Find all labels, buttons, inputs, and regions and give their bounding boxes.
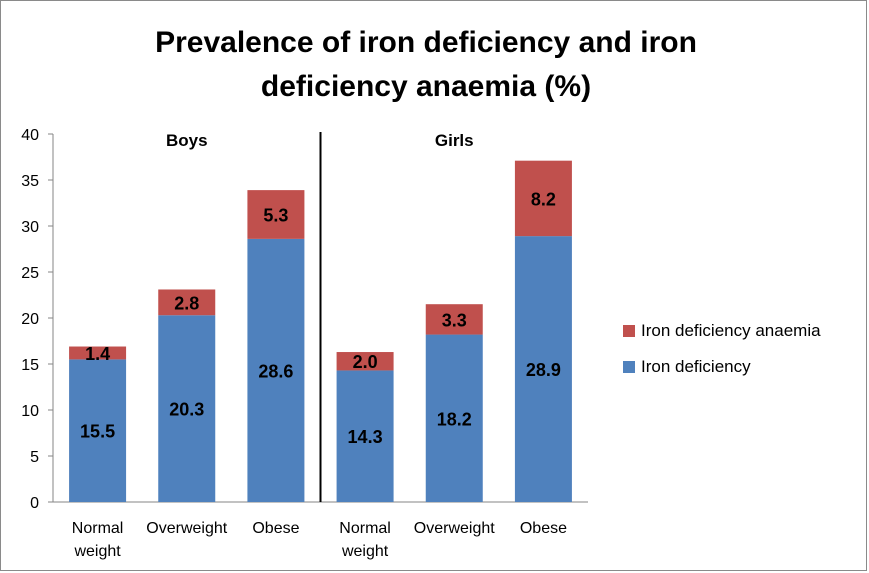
data-label: 8.2 — [531, 189, 556, 209]
legend-label-anaemia: Iron deficiency anaemia — [641, 321, 821, 340]
data-label: 2.8 — [174, 293, 199, 313]
data-label: 20.3 — [169, 400, 204, 420]
y-tick-label: 25 — [21, 265, 39, 282]
data-label: 28.9 — [526, 360, 561, 380]
y-tick-label: 40 — [21, 127, 39, 144]
data-label: 15.5 — [80, 422, 115, 442]
chart-title-line-2: deficiency anaemia (%) — [260, 70, 592, 103]
data-label: 28.6 — [258, 361, 293, 381]
x-category-label: Normal — [72, 520, 124, 537]
legend-swatch-anaemia — [623, 325, 635, 337]
bar-segment — [247, 238, 305, 502]
bar-segment — [336, 370, 394, 502]
bar-segment — [336, 352, 394, 371]
legend-label-deficiency: Iron deficiency — [641, 357, 751, 376]
data-label: 18.2 — [437, 409, 472, 429]
data-label: 5.3 — [263, 206, 288, 226]
bar-segment — [514, 160, 572, 237]
y-tick-label: 20 — [21, 311, 39, 328]
bar-segment — [158, 315, 216, 502]
y-tick-label: 35 — [21, 173, 39, 190]
legend-item-deficiency: Iron deficiency — [623, 349, 821, 385]
bar-segment — [425, 334, 483, 502]
bar-segment — [69, 359, 127, 502]
bar-segment — [158, 289, 216, 316]
bar-segment — [69, 346, 127, 360]
y-tick-label: 5 — [30, 449, 39, 466]
y-tick-label: 10 — [21, 403, 39, 420]
group-label: Girls — [435, 131, 474, 150]
x-category-label: Normal — [339, 520, 391, 537]
y-tick-label: 0 — [30, 495, 39, 512]
x-category-label: weight — [341, 543, 389, 560]
x-category-label: Obese — [520, 520, 567, 537]
x-category-label: Overweight — [414, 520, 495, 537]
legend: Iron deficiency anaemia Iron deficiency — [623, 313, 821, 385]
x-category-label: Obese — [252, 520, 299, 537]
x-category-label: weight — [73, 543, 121, 560]
bar-segment — [514, 236, 572, 502]
y-tick-label: 15 — [21, 357, 39, 374]
data-label: 1.4 — [85, 344, 110, 364]
legend-item-anaemia: Iron deficiency anaemia — [623, 313, 821, 349]
bar-segment — [247, 190, 305, 239]
bar-segment — [425, 304, 483, 335]
chart-title-line-1: Prevalence of iron deficiency and iron — [155, 26, 697, 59]
group-label: Boys — [166, 131, 208, 150]
y-tick-label: 30 — [21, 219, 39, 236]
x-category-label: Overweight — [146, 520, 227, 537]
chart-title: Prevalence of iron deficiency and iron d… — [81, 21, 771, 109]
data-label: 2.0 — [353, 352, 378, 372]
legend-swatch-deficiency — [623, 361, 635, 373]
data-label: 3.3 — [442, 310, 467, 330]
data-label: 14.3 — [348, 427, 383, 447]
